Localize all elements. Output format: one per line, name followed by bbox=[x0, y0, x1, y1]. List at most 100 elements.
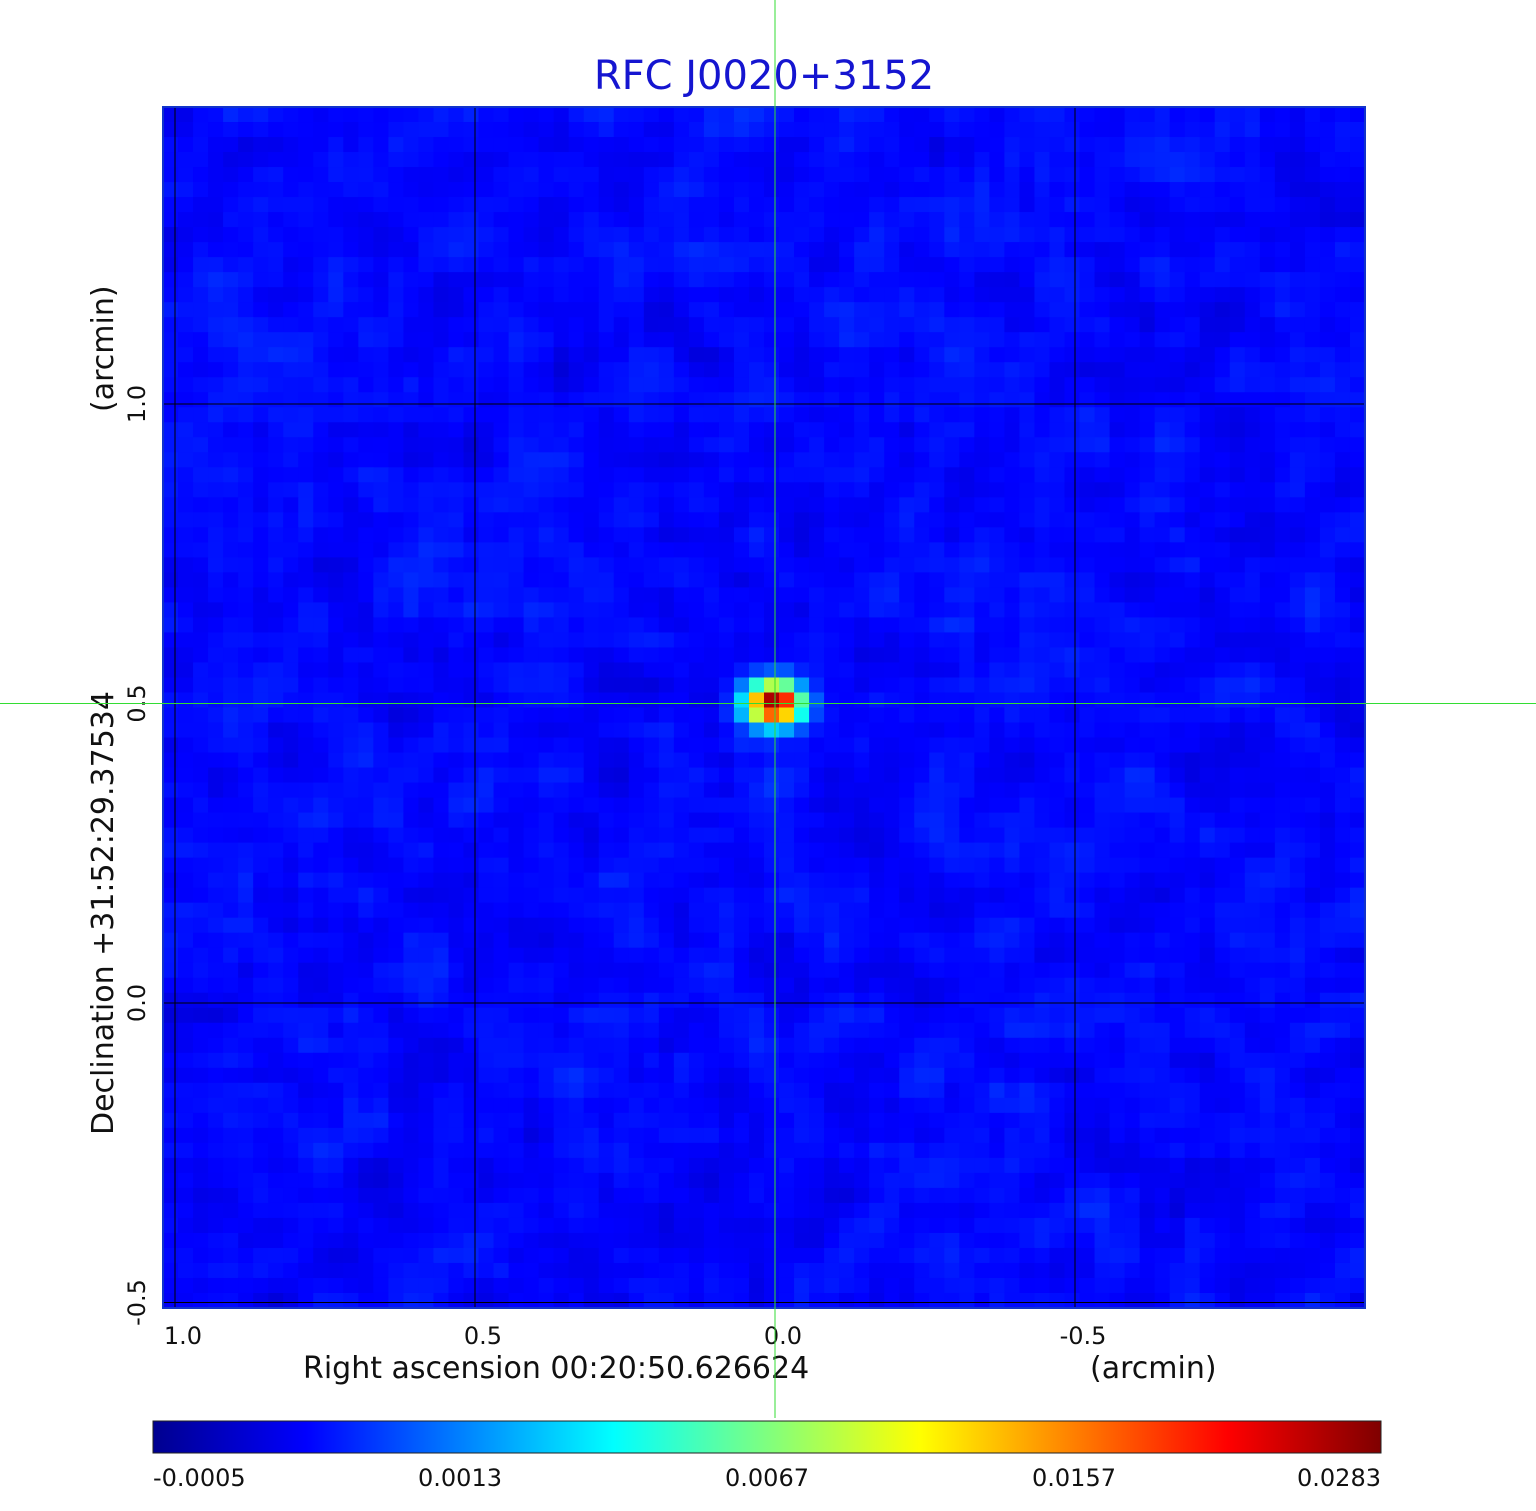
heatmap-cell bbox=[298, 542, 314, 558]
heatmap-cell bbox=[178, 152, 194, 168]
heatmap-cell bbox=[538, 407, 555, 423]
heatmap-cell bbox=[493, 557, 510, 573]
heatmap-cell bbox=[553, 242, 570, 258]
heatmap-cell bbox=[1319, 962, 1336, 979]
heatmap-cell bbox=[1004, 197, 1021, 213]
heatmap-cell bbox=[433, 542, 450, 558]
heatmap-cell bbox=[448, 1022, 465, 1039]
heatmap-cell bbox=[583, 272, 600, 288]
heatmap-cell bbox=[553, 482, 570, 498]
heatmap-cell bbox=[718, 962, 735, 979]
heatmap-cell bbox=[1004, 797, 1021, 814]
heatmap-cell bbox=[1004, 647, 1021, 664]
heatmap-cell bbox=[1154, 917, 1171, 934]
heatmap-cell bbox=[703, 467, 720, 483]
heatmap-cell bbox=[1079, 812, 1096, 829]
heatmap-cell bbox=[328, 167, 344, 183]
heatmap-cell bbox=[223, 767, 239, 784]
heatmap-cell bbox=[448, 677, 465, 694]
heatmap-cell bbox=[1094, 887, 1111, 904]
heatmap-cell bbox=[1259, 1022, 1276, 1039]
heatmap-cell bbox=[1139, 167, 1156, 183]
heatmap-cell bbox=[1169, 317, 1186, 333]
heatmap-cell bbox=[568, 722, 585, 739]
heatmap-cell bbox=[1049, 272, 1066, 288]
heatmap-cell bbox=[688, 1007, 705, 1024]
heatmap-cell bbox=[1004, 242, 1021, 258]
heatmap-cell bbox=[1244, 587, 1261, 604]
heatmap-cell bbox=[1259, 857, 1276, 874]
heatmap-cell bbox=[1004, 1007, 1021, 1024]
heatmap-cell bbox=[358, 1037, 374, 1054]
heatmap-cell bbox=[238, 422, 254, 438]
heatmap-cell bbox=[1244, 602, 1261, 619]
heatmap-cell bbox=[298, 842, 314, 859]
heatmap-cell bbox=[1274, 437, 1291, 453]
heatmap-cell bbox=[1274, 167, 1291, 183]
heatmap-cell bbox=[899, 587, 915, 604]
heatmap-cell bbox=[1334, 392, 1351, 408]
heatmap-cell bbox=[899, 662, 915, 679]
heatmap-cell bbox=[718, 992, 735, 1009]
heatmap-cell bbox=[193, 692, 209, 709]
heatmap-cell bbox=[1184, 737, 1201, 754]
heatmap-cell bbox=[223, 557, 239, 573]
heatmap-cell bbox=[1349, 902, 1366, 919]
heatmap-cell bbox=[388, 392, 405, 408]
heatmap-cell bbox=[974, 422, 990, 438]
heatmap-cell bbox=[628, 287, 645, 303]
heatmap-cell bbox=[1019, 887, 1036, 904]
heatmap-cell bbox=[568, 257, 585, 273]
heatmap-cell bbox=[283, 257, 299, 273]
heatmap-cell bbox=[553, 1037, 570, 1054]
heatmap-cell bbox=[688, 557, 705, 573]
heatmap-cell bbox=[508, 332, 525, 348]
heatmap-cell bbox=[208, 767, 224, 784]
heatmap-cell bbox=[598, 497, 615, 513]
heatmap-cell bbox=[854, 827, 870, 844]
heatmap-cell bbox=[1184, 857, 1201, 874]
heatmap-cell bbox=[1199, 872, 1216, 889]
heatmap-cell bbox=[343, 482, 359, 498]
heatmap-cell bbox=[328, 152, 344, 168]
heatmap-cell bbox=[1109, 437, 1126, 453]
heatmap-cell bbox=[839, 1007, 855, 1024]
heatmap-cell bbox=[869, 662, 885, 679]
heatmap-cell bbox=[523, 662, 540, 679]
heatmap-cell bbox=[313, 242, 329, 258]
heatmap-cell bbox=[403, 392, 420, 408]
heatmap-cell bbox=[1124, 332, 1141, 348]
heatmap-cell bbox=[1064, 452, 1081, 468]
heatmap-cell bbox=[553, 692, 570, 709]
heatmap-cell bbox=[178, 287, 194, 303]
heatmap-cell bbox=[553, 977, 570, 994]
heatmap-cell bbox=[1184, 317, 1201, 333]
heatmap-cell bbox=[1229, 692, 1246, 709]
heatmap-cell bbox=[508, 257, 525, 273]
heatmap-cell bbox=[628, 422, 645, 438]
heatmap-cell bbox=[1109, 242, 1126, 258]
heatmap-cell bbox=[223, 857, 239, 874]
heatmap-cell bbox=[703, 212, 720, 228]
heatmap-cell bbox=[283, 737, 299, 754]
heatmap-cell bbox=[538, 617, 555, 634]
heatmap-cell bbox=[1229, 737, 1246, 754]
heatmap-cell bbox=[1259, 152, 1276, 168]
heatmap-cell bbox=[253, 302, 269, 318]
heatmap-cell bbox=[718, 977, 735, 994]
heatmap-cell bbox=[523, 977, 540, 994]
heatmap-cell bbox=[1034, 227, 1051, 243]
heatmap-cell bbox=[523, 602, 540, 619]
heatmap-cell bbox=[1064, 632, 1081, 649]
heatmap-cell bbox=[869, 572, 885, 588]
heatmap-cell bbox=[974, 1022, 990, 1039]
heatmap-cell bbox=[869, 917, 885, 934]
heatmap-cell bbox=[253, 392, 269, 408]
heatmap-cell bbox=[673, 332, 690, 348]
heatmap-cell bbox=[1334, 587, 1351, 604]
heatmap-cell bbox=[1259, 137, 1276, 153]
heatmap-cell bbox=[493, 497, 510, 513]
heatmap-cell bbox=[358, 617, 374, 634]
heatmap-cell bbox=[643, 887, 660, 904]
heatmap-cell bbox=[1334, 287, 1351, 303]
